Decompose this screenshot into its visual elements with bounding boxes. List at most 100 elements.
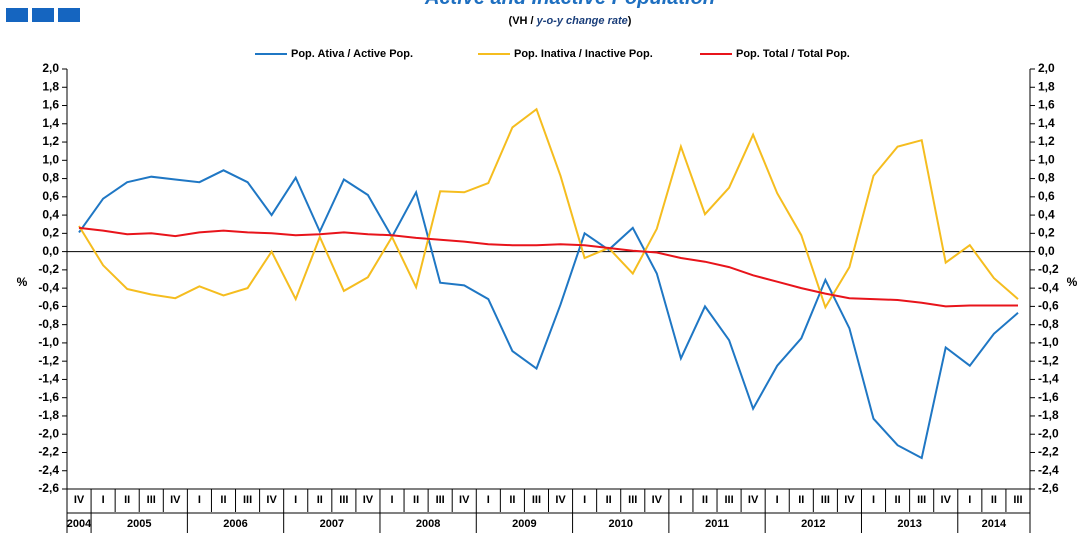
x-tick-label: I: [198, 494, 201, 506]
y-tick-label: -1,2: [38, 353, 59, 367]
x-tick-label: III: [243, 494, 252, 506]
legend-label: Pop. Ativa / Active Pop.: [291, 48, 413, 60]
x-tick-label: III: [436, 494, 445, 506]
x-tick-label: III: [917, 494, 926, 506]
x-tick-label: I: [872, 494, 875, 506]
logo-block: [6, 8, 28, 22]
y2-tick-label: -2,2: [1038, 445, 1059, 459]
year-label: 2004: [67, 518, 92, 530]
y-tick-label: -1,0: [38, 335, 59, 349]
x-tick-label: IV: [941, 494, 952, 506]
y-tick-label: 1,8: [42, 79, 59, 93]
y2-tick-label: 2,0: [1038, 61, 1055, 75]
y2-tick-label: 1,2: [1038, 134, 1055, 148]
chart-subtitle: (VH / y-o-y change rate): [509, 15, 632, 27]
x-tick-label: IV: [170, 494, 181, 506]
legend-label: Pop. Total / Total Pop.: [736, 48, 850, 60]
x-tick-label: I: [968, 494, 971, 506]
year-label: 2012: [801, 518, 825, 530]
x-tick-label: III: [532, 494, 541, 506]
y-tick-label: 0,4: [42, 207, 59, 221]
x-tick-label: III: [724, 494, 733, 506]
y2-tick-label: 1,0: [1038, 152, 1055, 166]
year-label: 2010: [608, 518, 632, 530]
y2-tick-label: -0,2: [1038, 262, 1059, 276]
y-tick-label: -1,6: [38, 390, 59, 404]
x-tick-label: I: [583, 494, 586, 506]
subtitle-part: (VH /: [509, 15, 537, 27]
x-tick-label: III: [821, 494, 830, 506]
series-line: [78, 169, 1019, 460]
year-label: 2011: [705, 518, 729, 530]
series-line: [78, 226, 1018, 308]
y2-tick-label: 0,4: [1038, 207, 1055, 221]
y-tick-label: 1,6: [42, 98, 59, 112]
x-tick-label: II: [317, 494, 323, 506]
y-tick-label: -2,6: [38, 481, 59, 495]
x-tick-label: II: [798, 494, 804, 506]
y-tick-label: -2,0: [38, 426, 59, 440]
y2-tick-label: -2,0: [1038, 426, 1059, 440]
year-label: 2005: [127, 518, 151, 530]
logo-block: [58, 8, 80, 22]
y2-tick-label: -1,8: [1038, 408, 1059, 422]
y-tick-label: -1,4: [38, 372, 59, 386]
x-tick-label: III: [147, 494, 156, 506]
x-tick-label: IV: [459, 494, 470, 506]
legend-label: Pop. Inativa / Inactive Pop.: [514, 48, 653, 60]
x-tick-label: I: [102, 494, 105, 506]
y2-tick-label: -2,6: [1038, 481, 1059, 495]
x-tick-label: IV: [363, 494, 374, 506]
year-label: 2013: [897, 518, 921, 530]
subtitle-part: ): [628, 15, 632, 27]
y-tick-label: 1,4: [42, 116, 59, 130]
x-tick-label: IV: [266, 494, 277, 506]
y2-tick-label: 0,0: [1038, 244, 1055, 258]
y-tick-label: -0,6: [38, 299, 59, 313]
y2-tick-label: 0,6: [1038, 189, 1055, 203]
y2-tick-label: -0,6: [1038, 299, 1059, 313]
x-tick-label: III: [1013, 494, 1022, 506]
y-tick-label: -0,8: [38, 317, 59, 331]
y2-tick-label: 0,2: [1038, 226, 1055, 240]
y2-tick-label: 1,6: [1038, 98, 1055, 112]
year-label: 2014: [982, 518, 1007, 530]
x-tick-label: III: [628, 494, 637, 506]
y-tick-label: 0,2: [42, 226, 59, 240]
x-tick-label: I: [294, 494, 297, 506]
y-tick-label: 1,0: [42, 152, 59, 166]
y-tick-label: 1,2: [42, 134, 59, 148]
y-tick-label: -0,2: [38, 262, 59, 276]
y-tick-label: -1,8: [38, 408, 59, 422]
y-tick-label: 0,0: [42, 244, 59, 258]
x-tick-label: I: [679, 494, 682, 506]
y-tick-label: -2,4: [38, 463, 59, 477]
y2-tick-label: -1,0: [1038, 335, 1059, 349]
x-tick-label: IV: [652, 494, 663, 506]
y2-tick-label: -2,4: [1038, 463, 1059, 477]
y2-tick-label: 1,4: [1038, 116, 1055, 130]
x-tick-label: I: [390, 494, 393, 506]
y2-axis-label: %: [1067, 275, 1078, 289]
y2-tick-label: -0,4: [1038, 280, 1059, 294]
y2-tick-label: -1,2: [1038, 353, 1059, 367]
x-tick-label: IV: [748, 494, 759, 506]
x-tick-label: IV: [555, 494, 566, 506]
x-tick-label: III: [339, 494, 348, 506]
x-tick-label: II: [220, 494, 226, 506]
x-tick-label: II: [413, 494, 419, 506]
y2-tick-label: -0,8: [1038, 317, 1059, 331]
x-tick-label: II: [509, 494, 515, 506]
x-tick-label: IV: [74, 494, 85, 506]
logo-block: [32, 8, 54, 22]
x-tick-label: II: [991, 494, 997, 506]
x-tick-label: IV: [844, 494, 855, 506]
x-tick-label: II: [702, 494, 708, 506]
year-label: 2007: [320, 518, 344, 530]
x-tick-label: I: [487, 494, 490, 506]
y-tick-label: -2,2: [38, 445, 59, 459]
year-label: 2008: [416, 518, 440, 530]
year-label: 2006: [223, 518, 247, 530]
y-tick-label: 0,8: [42, 171, 59, 185]
